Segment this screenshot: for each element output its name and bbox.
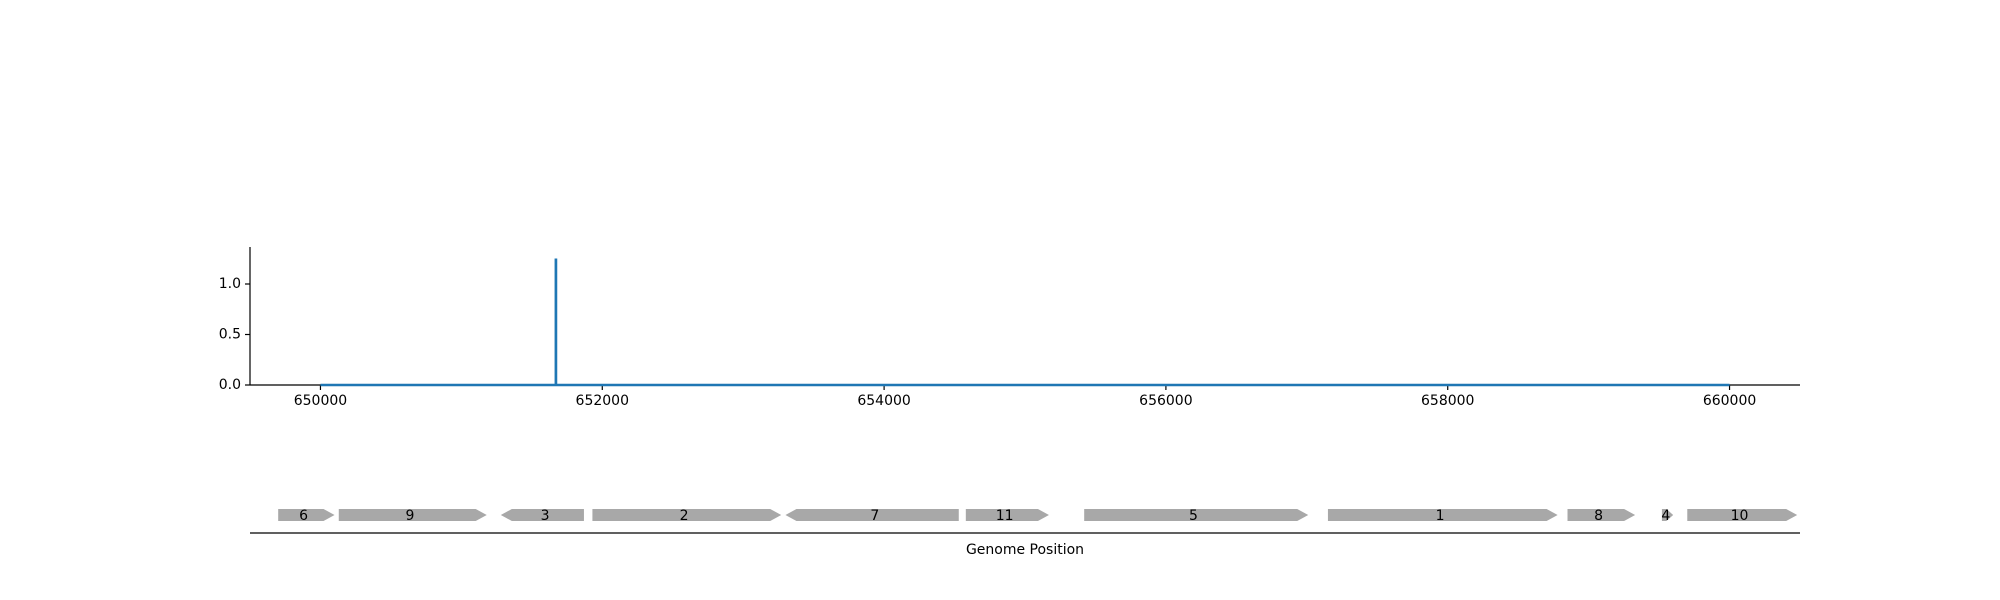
gene-arrow (1084, 509, 1309, 521)
gene-arrow (592, 509, 782, 521)
x-tick-label: 654000 (857, 393, 910, 409)
gene-label: 1 (1436, 508, 1445, 524)
gene-arrow (500, 509, 584, 521)
genes-layer: 6 9 3 2 7 11 5 1 8 4 10 (278, 508, 1798, 524)
x-tick-label: 652000 (576, 393, 629, 409)
gene-label: 7 (870, 508, 879, 524)
gene-label: 8 (1594, 508, 1603, 524)
y-tick-label: 1.0 (219, 276, 241, 292)
gene-label: 6 (299, 508, 308, 524)
gene-label: 5 (1189, 508, 1198, 524)
y-tick-label: 0.5 (219, 327, 241, 343)
x-tick-label: 656000 (1139, 393, 1192, 409)
y-ticks: 0.0 0.5 1.0 (219, 276, 250, 393)
gene-arrow (1567, 509, 1636, 521)
gene-label: 10 (1731, 508, 1749, 524)
gene-arrow (1327, 509, 1558, 521)
gene-label: 9 (406, 508, 415, 524)
y-tick-label: 0.0 (219, 377, 241, 393)
coverage-plot: 0.0 0.5 1.0 650000 652000 654000 656000 658000… (219, 247, 1800, 409)
gene-label: 2 (680, 508, 689, 524)
gene-arrow (278, 509, 335, 521)
gene-arrow (1687, 509, 1798, 521)
x-tick-label: 658000 (1421, 393, 1474, 409)
gene-label: 11 (996, 508, 1014, 524)
x-tick-label: 660000 (1703, 393, 1756, 409)
x-tick-label: 650000 (294, 393, 347, 409)
gene-track: 6 9 3 2 7 11 5 1 8 4 10 Genome Position (250, 508, 1800, 558)
gene-arrow (338, 509, 487, 521)
coverage-series-line (320, 258, 1730, 387)
series-layer (320, 258, 1730, 387)
x-axis-title: Genome Position (966, 542, 1084, 558)
gene-label: 4 (1661, 508, 1670, 524)
gene-arrow (785, 509, 959, 521)
gene-label: 3 (541, 508, 550, 524)
x-ticks: 650000 652000 654000 656000 658000 660000 (294, 385, 1756, 409)
gene-arrow (965, 509, 1049, 521)
gene-arrow (1661, 509, 1674, 521)
